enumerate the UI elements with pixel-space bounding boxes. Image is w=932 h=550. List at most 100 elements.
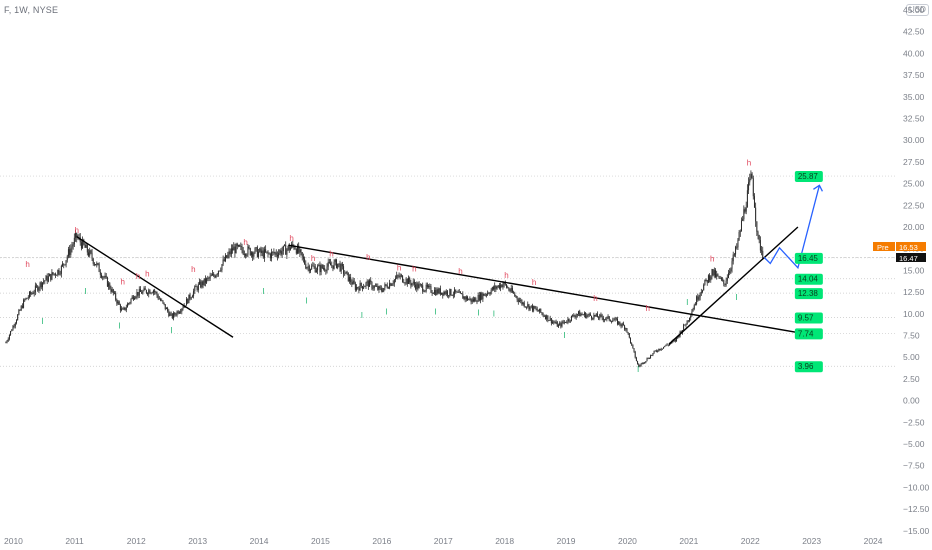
candle-body — [488, 292, 490, 294]
candle-body — [70, 248, 72, 255]
candle-body — [467, 296, 469, 301]
candle-body — [256, 247, 258, 257]
x-tick-label: 2023 — [802, 536, 821, 546]
candle-body — [312, 265, 314, 267]
candle-body — [363, 287, 365, 289]
pre-value: 16.53 — [899, 243, 918, 252]
candle-body — [59, 273, 61, 275]
candle-body — [569, 320, 571, 322]
candle-body — [156, 292, 158, 296]
candle-body — [96, 263, 98, 266]
candle-body — [302, 256, 304, 259]
candle-body — [170, 313, 172, 315]
high-label: h — [593, 294, 597, 303]
candle-body — [541, 312, 543, 314]
candle-body — [654, 350, 656, 352]
candle-body — [374, 285, 376, 287]
candle-body — [418, 284, 420, 289]
candle-body — [429, 285, 431, 287]
candle-body — [163, 302, 165, 305]
candle-body — [386, 285, 388, 288]
candle-body — [161, 300, 163, 302]
candle-body — [227, 254, 229, 258]
y-tick-label: 12.50 — [903, 287, 925, 297]
candle-body — [489, 293, 491, 295]
candle-body — [462, 294, 464, 299]
candle-body — [221, 264, 223, 270]
candle-body — [704, 279, 706, 285]
candle-body — [191, 296, 193, 298]
candle-body — [696, 296, 698, 305]
candle-body — [193, 290, 195, 297]
candle-body — [412, 281, 414, 284]
candle-body — [345, 271, 347, 274]
candle-body — [626, 328, 628, 333]
low-label: l — [493, 309, 495, 318]
candle-body — [736, 246, 738, 248]
currency-button[interactable]: USD — [906, 4, 929, 16]
candle-body — [646, 358, 648, 362]
candle-body — [624, 325, 626, 330]
high-label: h — [289, 234, 293, 243]
candle-body — [752, 178, 754, 197]
candle-body — [215, 275, 217, 278]
high-label: h — [121, 277, 125, 286]
candle-body — [263, 249, 265, 258]
candle-body — [503, 282, 505, 285]
candle-body — [32, 293, 34, 295]
candle-body — [337, 263, 339, 268]
candle-body — [402, 275, 404, 283]
y-tick-label: 35.00 — [903, 92, 925, 102]
candle-body — [289, 247, 291, 251]
candle-body — [57, 269, 59, 276]
candle-body — [495, 285, 497, 289]
candle-body — [454, 289, 456, 295]
candle-body — [514, 293, 516, 296]
candle-body — [67, 249, 69, 257]
candle-body — [222, 259, 224, 265]
candle-body — [409, 277, 411, 283]
y-tick-label: 45.00 — [903, 5, 925, 15]
candle-body — [272, 251, 274, 253]
candle-body — [463, 296, 465, 299]
candle-body — [583, 312, 585, 315]
candle-body — [85, 244, 87, 248]
candle-body — [327, 261, 329, 267]
candle-body — [419, 284, 421, 286]
candle-body — [384, 284, 386, 289]
candle-body — [40, 282, 42, 288]
candle-body — [579, 311, 581, 317]
candle-body — [292, 243, 294, 246]
candle-body — [709, 275, 711, 281]
y-tick-label: 5.00 — [903, 352, 920, 362]
low-label: l — [263, 287, 265, 296]
candle-body — [53, 273, 55, 275]
candle-body — [611, 321, 613, 322]
candle-body — [506, 284, 508, 288]
candle-body — [58, 269, 60, 274]
candle-body — [690, 315, 692, 318]
candle-body — [382, 290, 384, 292]
y-tick-label: 7.50 — [903, 331, 920, 341]
target-tags: 25.87 16.45 14.04 12.38 9.57 7.74 3.96 — [794, 171, 823, 373]
low-label: l — [85, 287, 87, 296]
candle-body — [612, 320, 614, 322]
target-tag-value: 25.87 — [798, 172, 819, 181]
y-tick-label: 30.00 — [903, 135, 925, 145]
candle-body — [746, 190, 748, 208]
target-tag-value: 3.96 — [798, 362, 814, 371]
candle-body — [333, 261, 335, 269]
candle-body — [334, 259, 336, 262]
candle-body — [438, 288, 440, 294]
candle-body — [601, 315, 603, 318]
candle-body — [373, 285, 375, 289]
candle-body — [126, 303, 128, 308]
candle-body — [547, 315, 549, 321]
candle-body — [497, 285, 499, 287]
candle-body — [686, 320, 688, 325]
candle-body — [242, 250, 244, 255]
candle-body — [614, 318, 616, 320]
y-tick-label: 0.00 — [903, 396, 920, 406]
